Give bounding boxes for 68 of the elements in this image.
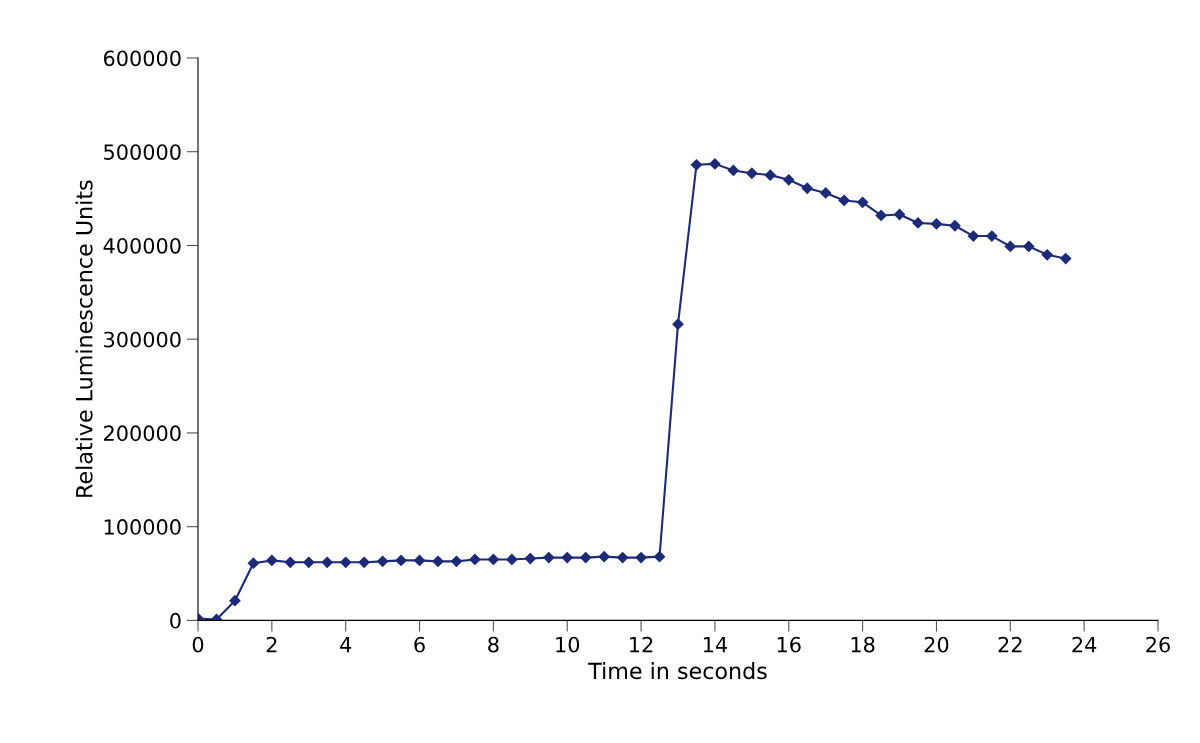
point: [617, 551, 629, 564]
point: [783, 174, 795, 186]
x-tick-label: 6: [414, 636, 425, 653]
point: [875, 209, 887, 222]
point: [524, 552, 536, 565]
y-tick-label: 300000: [104, 331, 181, 348]
point: [672, 318, 684, 330]
y-tick-label: 0: [170, 612, 181, 629]
point: [930, 218, 943, 230]
point: [1060, 252, 1072, 265]
point: [1023, 240, 1035, 252]
point: [469, 553, 481, 566]
point: [340, 556, 352, 568]
point: [857, 196, 869, 208]
point: [395, 554, 407, 567]
x-tick-label: 8: [488, 636, 499, 653]
x-tick-label: 14: [703, 637, 728, 653]
x-tick-label: 4: [340, 637, 352, 653]
y-tick-label: 500000: [104, 144, 181, 160]
point: [450, 555, 463, 567]
point: [303, 556, 315, 568]
point: [820, 187, 832, 199]
point: [321, 556, 333, 568]
point: [413, 554, 426, 567]
point: [764, 169, 776, 181]
point: [358, 556, 370, 568]
x-tick-label: 26: [1146, 636, 1170, 653]
x-tick-label: 22: [998, 636, 1022, 653]
x-tick-label: 16: [777, 636, 801, 653]
y-tick-label: 400000: [103, 237, 181, 254]
point: [487, 553, 499, 566]
point: [838, 194, 850, 207]
x-axis-title: Time in seconds: [588, 662, 767, 680]
point: [986, 230, 998, 242]
point: [598, 551, 610, 563]
x-tick-label: 18: [851, 636, 875, 653]
point: [801, 182, 813, 194]
x-tick-label: 10: [556, 636, 580, 653]
point: [1004, 240, 1016, 252]
point: [893, 208, 906, 221]
point: [543, 551, 555, 564]
x-tick-label: 12: [630, 636, 653, 653]
point: [247, 557, 259, 569]
point: [284, 556, 296, 568]
y-tick-label: 100000: [104, 519, 181, 535]
point: [1041, 249, 1053, 261]
point: [967, 230, 979, 242]
point: [561, 551, 573, 564]
point: [266, 554, 278, 567]
x-tick-label: 0: [192, 636, 204, 653]
point: [653, 551, 666, 563]
point: [690, 159, 703, 171]
x-tick-label: 2: [266, 636, 277, 653]
point: [635, 551, 647, 564]
point: [949, 220, 961, 232]
point: [727, 164, 739, 177]
point: [709, 158, 721, 170]
y-axis-title: Relative Luminescence Units: [75, 180, 93, 497]
x-tick-label: 24: [1072, 636, 1097, 653]
y-tick-label: 200000: [104, 425, 181, 442]
point: [377, 555, 389, 567]
point: [432, 555, 444, 567]
point: [580, 551, 592, 564]
point: [229, 595, 241, 607]
point: [506, 553, 518, 566]
x-tick-label: 20: [924, 636, 949, 653]
y-tick-label: 600000: [103, 50, 181, 67]
point: [746, 167, 758, 179]
